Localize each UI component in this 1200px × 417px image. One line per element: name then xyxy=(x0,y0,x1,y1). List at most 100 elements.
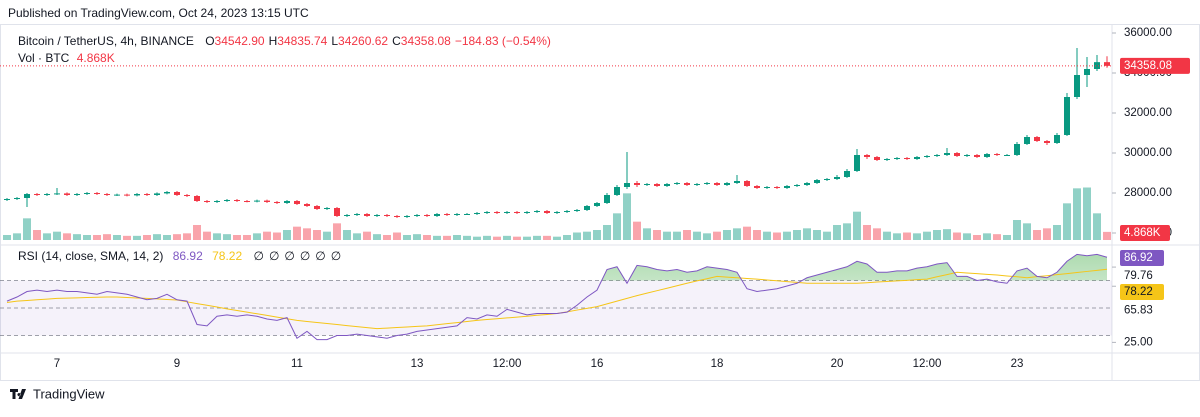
symbol: Bitcoin / TetherUS, 4h, BINANCE xyxy=(18,34,194,48)
candle-body xyxy=(754,186,760,188)
candle-body xyxy=(914,157,920,159)
ohlc-key: H xyxy=(269,34,278,48)
x-tick-label: 18 xyxy=(711,358,724,370)
volume-bar xyxy=(633,221,641,240)
candle-body xyxy=(934,155,940,156)
candle-body xyxy=(124,194,130,196)
candle-body xyxy=(734,181,740,183)
y-tick-label: 36000.00 xyxy=(1124,27,1172,39)
candle-body xyxy=(474,213,480,214)
volume-bar xyxy=(293,226,301,240)
candle-body xyxy=(1034,137,1040,141)
volume-bar xyxy=(163,235,171,240)
volume-bar xyxy=(213,233,221,240)
volume-bar xyxy=(883,231,891,240)
volume-bar xyxy=(1023,223,1031,240)
candle-body xyxy=(704,183,710,184)
volume-bar xyxy=(223,234,231,240)
candle-body xyxy=(1064,97,1070,135)
volume-bar xyxy=(743,226,751,240)
candle-body xyxy=(314,206,320,209)
candle-body xyxy=(664,184,670,186)
icon: ∅ xyxy=(284,249,294,263)
candle-body xyxy=(804,183,810,185)
volume-bar xyxy=(203,231,211,240)
candle-body xyxy=(744,181,750,186)
candle-body xyxy=(1104,62,1110,66)
brand-logo xyxy=(10,389,26,399)
candle-body xyxy=(454,214,460,215)
volume-bar xyxy=(603,225,611,240)
rsi-overbought-fill xyxy=(7,254,1107,281)
candle-body xyxy=(764,187,770,188)
volume-bar xyxy=(1083,187,1091,240)
volume-bar xyxy=(283,230,291,240)
volume-bar xyxy=(323,231,331,240)
volume-bar xyxy=(643,228,651,240)
volume-bar xyxy=(83,235,91,240)
volume-bar xyxy=(533,235,541,240)
candle-body xyxy=(584,206,590,210)
volume-bar xyxy=(733,228,741,240)
volume-bar xyxy=(833,225,841,240)
volume-name: Vol · BTC xyxy=(18,51,70,65)
candle-body xyxy=(274,202,280,203)
x-tick-label: 7 xyxy=(54,358,60,370)
candle-body xyxy=(624,183,630,187)
x-tick-label: 13 xyxy=(411,358,424,370)
volume-bar xyxy=(263,231,271,240)
volume-bar xyxy=(553,236,561,240)
volume-bar xyxy=(803,228,811,240)
y-tick-label: 65.83 xyxy=(1124,304,1153,316)
candle-body xyxy=(974,155,980,157)
ohlc: O34542.90 H34835.74 L34260.62 C34358.08 −184… xyxy=(205,34,551,48)
volume-bar xyxy=(853,211,861,240)
volume-bar xyxy=(503,235,511,240)
published-note: Published on TradingView.com, Oct 24, 20… xyxy=(8,6,309,20)
candle-body xyxy=(394,216,400,217)
volume-bar xyxy=(863,225,871,240)
volume-bar xyxy=(53,231,61,240)
last-volume-label: 4.868K xyxy=(1124,227,1161,239)
icon: ∅ xyxy=(269,249,279,263)
candle-body xyxy=(654,184,660,186)
ohlc-value: 34542.90 xyxy=(215,34,265,48)
volume-bar xyxy=(233,235,241,240)
volume-bar xyxy=(173,234,181,240)
volume-bar xyxy=(13,233,21,240)
volume-bar xyxy=(273,232,281,240)
last-price-box xyxy=(1120,57,1190,74)
volume-bar xyxy=(663,231,671,240)
brand: TradingView xyxy=(10,386,105,401)
candle-body xyxy=(154,193,160,195)
candle-body xyxy=(1054,135,1060,143)
candle-body xyxy=(1044,141,1050,143)
candle-body xyxy=(284,201,290,203)
candle-body xyxy=(194,196,200,201)
candle-body xyxy=(864,155,870,157)
volume-bar xyxy=(63,233,71,240)
candle-body xyxy=(834,177,840,179)
candle-body xyxy=(874,157,880,160)
rsi-value-box xyxy=(1120,284,1164,300)
candle-body xyxy=(24,194,30,198)
volume-bar xyxy=(303,228,311,240)
volume-bar xyxy=(143,235,151,240)
volume-bar xyxy=(3,235,11,240)
volume-bar xyxy=(983,233,991,240)
icon: ∅ xyxy=(253,249,263,263)
last-price-label: 34358.08 xyxy=(1124,60,1172,72)
y-tick-label: 25.00 xyxy=(1124,336,1153,348)
candle-body xyxy=(344,215,350,216)
candle-body xyxy=(964,155,970,156)
candle-body xyxy=(884,159,890,160)
candle-body xyxy=(234,200,240,201)
rsi-value: 86.92 xyxy=(173,249,203,263)
ohlc-value: 34260.62 xyxy=(338,34,388,48)
rsi-value-label: 86.92 xyxy=(1124,252,1153,264)
candle-body xyxy=(104,194,110,195)
candle-body xyxy=(504,212,510,213)
rsi-value-box xyxy=(1120,250,1164,266)
candle-body xyxy=(134,194,140,196)
